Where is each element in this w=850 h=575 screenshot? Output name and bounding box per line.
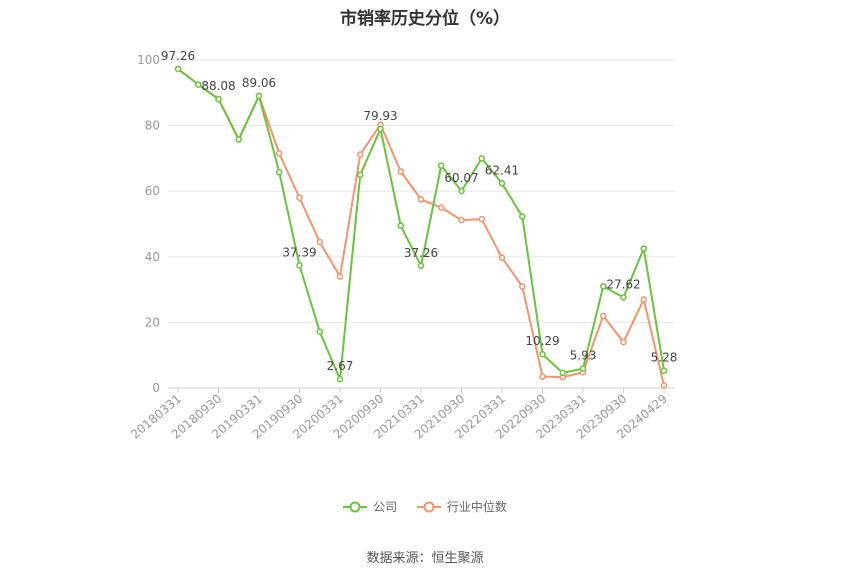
axes: 0204060801002018033120180930201903312019… — [128, 53, 675, 442]
data-labels: 97.26 88.08 89.06 37.39 2.67 79.93 37.26 60.07 6… — [161, 49, 678, 373]
data-point — [438, 204, 445, 211]
data-point — [620, 294, 627, 301]
data-point — [316, 238, 323, 246]
data-label: 62.41 — [485, 163, 519, 177]
data-point — [539, 350, 546, 358]
legend: 公司 行业中位数 — [0, 498, 850, 517]
data-label: 97.26 — [161, 49, 195, 63]
data-point — [620, 338, 627, 346]
data-point — [640, 245, 647, 252]
data-point — [397, 222, 404, 229]
legend-industry-icon — [416, 501, 441, 512]
data-point — [478, 155, 485, 162]
data-point — [539, 373, 546, 380]
data-label: 5.93 — [570, 349, 597, 363]
y-tick-label: 0 — [152, 381, 160, 395]
data-label: 37.39 — [282, 245, 316, 259]
source-note: 数据来源：恒生聚源 — [366, 551, 484, 566]
data-point — [519, 283, 526, 290]
data-point — [660, 367, 668, 374]
series-line-0 — [177, 68, 665, 381]
data-point — [660, 382, 668, 389]
data-point — [458, 187, 465, 195]
data-point — [336, 273, 344, 280]
y-tick-label: 60 — [145, 184, 160, 198]
data-point — [640, 296, 647, 303]
data-point — [438, 162, 445, 169]
data-point — [255, 92, 263, 100]
data-point — [579, 365, 587, 372]
y-tick-label: 80 — [145, 119, 160, 133]
data-label: 10.29 — [525, 334, 559, 348]
legend-company-label: 公司 — [373, 500, 398, 514]
data-point — [519, 213, 526, 220]
data-label: 27.62 — [606, 277, 640, 291]
chart-title: 市销率历史分位（%） — [339, 9, 511, 29]
data-label: 37.26 — [404, 246, 438, 260]
legend-item-company[interactable]: 公司 — [343, 498, 397, 515]
data-point — [397, 168, 404, 175]
data-point — [235, 136, 242, 143]
data-label: 5.28 — [651, 351, 678, 365]
data-point — [296, 194, 303, 202]
data-point — [357, 171, 364, 179]
y-tick-label: 40 — [145, 250, 160, 264]
data-point — [478, 215, 485, 223]
data-label: 88.08 — [201, 79, 235, 93]
data-point — [417, 262, 425, 270]
data-point — [357, 151, 364, 158]
legend-company-icon — [343, 501, 368, 512]
data-point — [215, 95, 222, 103]
data-point — [195, 81, 202, 88]
y-tick-label: 20 — [145, 315, 160, 329]
data-point — [600, 283, 607, 290]
data-label: 89.06 — [242, 76, 276, 90]
series-lines — [174, 65, 668, 389]
data-point — [600, 312, 607, 320]
legend-item-industry[interactable]: 行业中位数 — [416, 498, 507, 515]
data-point — [417, 196, 425, 203]
data-point — [316, 328, 323, 335]
data-point — [276, 168, 283, 176]
data-point — [559, 369, 566, 377]
legend-industry-label: 行业中位数 — [446, 500, 507, 514]
data-point — [377, 125, 384, 133]
data-label: 60.07 — [444, 171, 478, 185]
data-label: 79.93 — [363, 109, 397, 123]
data-point — [296, 262, 303, 269]
data-point — [498, 180, 506, 187]
data-point — [458, 216, 465, 224]
data-point — [276, 150, 283, 157]
data-point — [174, 65, 182, 73]
data-point — [498, 254, 506, 262]
data-point — [336, 375, 344, 383]
data-label: 2.67 — [327, 359, 354, 373]
y-tick-label: 100 — [137, 53, 160, 67]
grid-lines — [168, 59, 675, 323]
